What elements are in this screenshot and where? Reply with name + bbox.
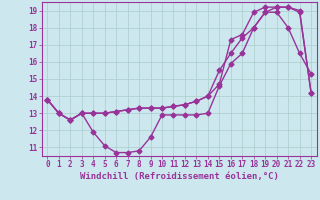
X-axis label: Windchill (Refroidissement éolien,°C): Windchill (Refroidissement éolien,°C): [80, 172, 279, 181]
